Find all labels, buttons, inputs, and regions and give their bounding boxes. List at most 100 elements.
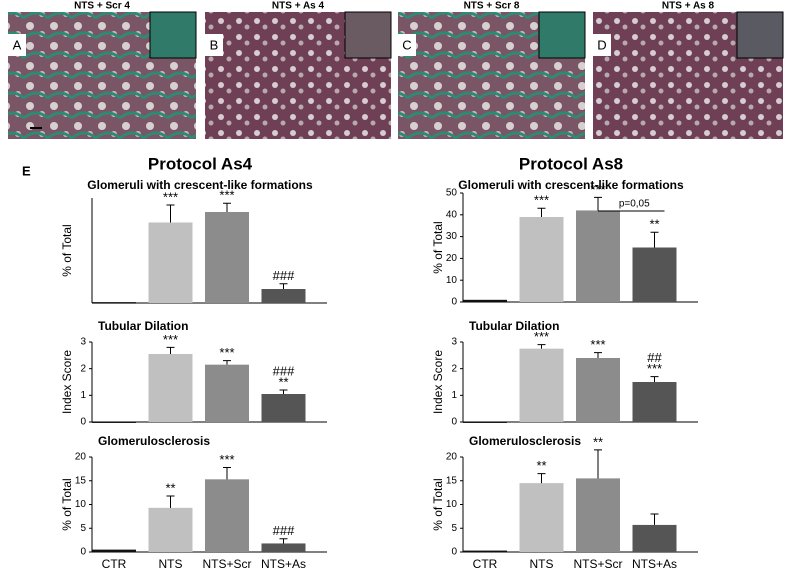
panel-letter: C [402,37,411,52]
error-bar [223,360,231,365]
inset [736,11,784,59]
bar [261,543,306,552]
y-tick-label: 5 [451,523,457,534]
chart-title: Tubular Dilation [469,319,559,333]
significance: *** [534,193,549,208]
bar [148,354,193,422]
bar [519,216,564,302]
label-box [650,0,726,11]
panel-title: NTS + As 8 [662,1,715,12]
panel-letter: B [210,37,219,52]
chart-subtitle: Glomeruli with crescent-like formations [458,178,684,192]
error-bar [537,207,546,217]
bar [92,549,136,552]
y-axis-label: Index Score [431,350,445,414]
significance: *** [163,189,178,204]
error-bar [594,196,602,211]
bar [576,210,620,302]
y-tick-label: 15 [75,475,87,486]
panel-letter: A [13,37,22,52]
significance: ### [273,268,295,283]
error-bar [166,495,175,508]
letter-box [593,34,611,56]
y-tick-label: 20 [446,253,458,264]
y-tick-label: 10 [75,499,87,510]
y-tick-label: 2 [451,363,457,374]
significance: *** [590,337,605,352]
y-axis-label: % of Total [60,224,74,276]
error-bar [166,346,175,354]
y-tick-label: 1 [451,390,457,401]
significance: ### [273,363,295,378]
bar [632,524,677,552]
significance: ### [273,523,295,538]
bar [463,421,507,423]
x-tick-label: NTS+Scr [202,557,251,571]
y-tick-label: 5 [80,523,86,534]
significance: *** [219,345,234,360]
chart-subtitle: Glomeruli with crescent-like formations [87,178,313,192]
bar [205,479,249,552]
error-bar [223,202,231,212]
label-box [260,0,336,11]
significance: ** [593,434,603,449]
inset [149,11,197,59]
bar [519,483,564,552]
significance: ** [278,374,288,389]
x-tick-label: NTS+Scr [573,557,622,571]
y-tick-label: 10 [446,499,458,510]
x-tick-label: CTR [473,557,498,571]
x-tick-label: CTR [102,557,127,571]
significance: *** [647,361,662,376]
y-tick-label: 50 [446,188,458,199]
x-tick-label: NTS [159,557,183,571]
error-bar [594,449,602,479]
y-tick-label: 0 [80,547,86,558]
letter-box [205,34,223,56]
bar [632,247,677,302]
significance: ** [165,480,175,495]
bar [519,348,564,422]
error-bar [279,283,288,289]
y-tick-label: 20 [446,452,458,463]
bracket-label: p=0,05 [619,199,650,210]
significance: *** [163,332,178,347]
error-bar [166,204,175,223]
chart-title: Glomerulosclerosis [469,434,581,448]
bar [576,358,620,422]
chart-title: Tubular Dilation [98,319,188,333]
error-bar [650,376,659,382]
bar [148,507,193,552]
significance: *** [219,188,234,203]
bar [261,394,306,422]
y-tick-label: 0 [451,547,457,558]
error-bar [537,473,546,484]
significance: *** [534,329,549,344]
y-tick-label: 20 [75,452,87,463]
error-bar [650,513,659,525]
figure-label: E [22,163,31,178]
y-tick-label: 2 [80,363,86,374]
error-bar [223,466,231,480]
bar [92,302,136,304]
bar [463,299,507,302]
significance: *** [219,452,234,467]
chart-title: Protocol As4 [148,154,253,173]
bar [148,222,193,303]
panel-title: NTS + Scr 4 [74,1,130,12]
inset [344,11,392,59]
y-tick-label: 10 [446,275,458,286]
bar [576,478,620,552]
error-bar [537,344,546,349]
significance: ** [536,458,546,473]
y-tick-label: 3 [80,337,86,348]
letter-box [398,34,416,56]
panel-letter: D [597,37,606,52]
panel-title: NTS + Scr 8 [464,1,520,12]
y-tick-label: 0 [451,417,457,428]
bar [261,289,306,303]
micrographs [8,11,784,139]
x-tick-label: NTS [530,557,554,571]
x-tick-label: NTS+As [261,557,306,571]
